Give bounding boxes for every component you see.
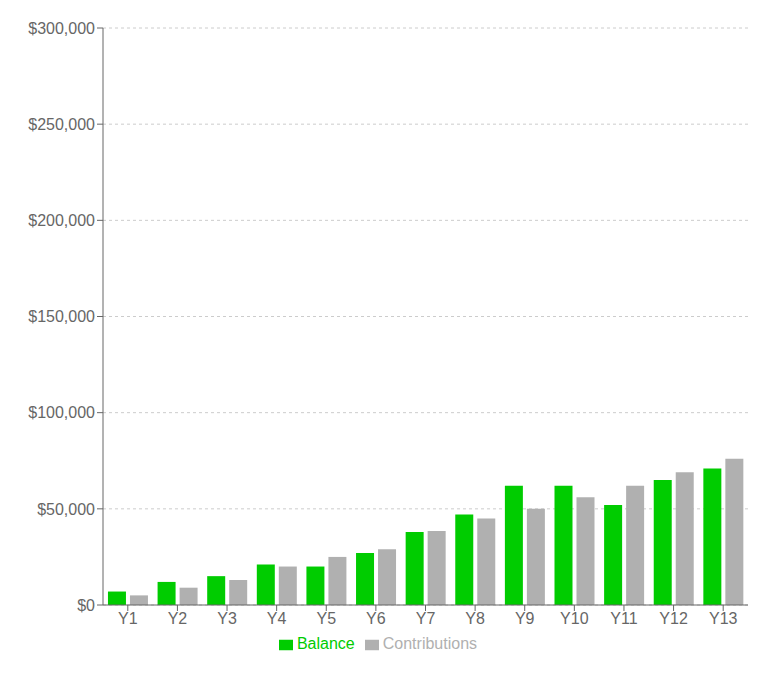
svg-text:Y11: Y11 [610,610,637,627]
html-text:Contributions: Contributions [382,635,477,652]
svg-text:$0: $0 [77,597,95,614]
svg-text:$200,000: $200,000 [28,212,95,229]
svg-text:$50,000: $50,000 [37,501,95,518]
svg-text:Y3: Y3 [217,610,237,627]
svg-text:Y6: Y6 [366,610,386,627]
svg-text:Y4: Y4 [267,610,287,627]
svg-text:Y13: Y13 [709,610,738,627]
svg-text:Y7: Y7 [416,610,436,627]
svg-text:$300,000: $300,000 [28,20,95,37]
svg-text:Y2: Y2 [168,610,188,627]
svg-text:Y12: Y12 [659,610,688,627]
svg-text:$100,000: $100,000 [28,404,95,421]
svg-text:$150,000: $150,000 [28,308,95,325]
svg-text:Y1: Y1 [118,610,138,627]
svg-text:Y5: Y5 [316,610,336,627]
html-text:Balance: Balance [296,635,355,652]
svg-text:Y8: Y8 [465,610,485,627]
svg-text:$250,000: $250,000 [28,116,95,133]
svg-text:Y9: Y9 [515,610,535,627]
svg-text:Y10: Y10 [560,610,589,627]
